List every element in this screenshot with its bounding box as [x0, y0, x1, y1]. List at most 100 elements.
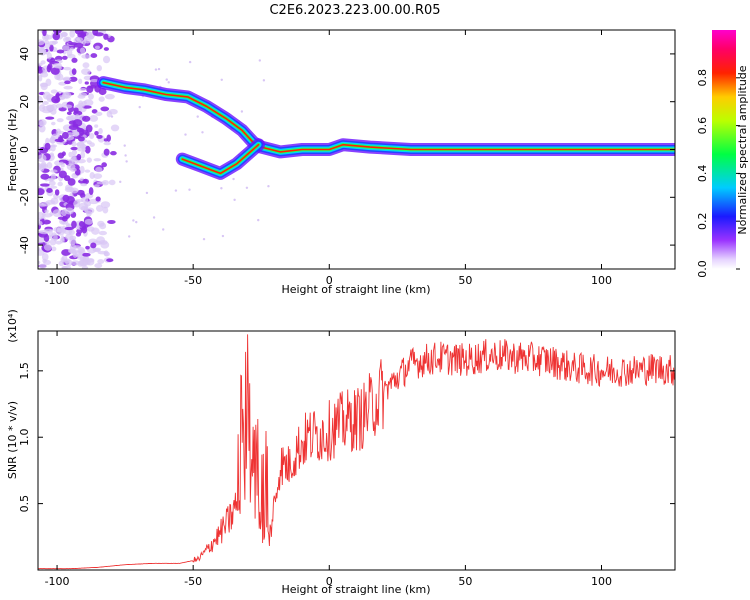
heatmap-noise-blob — [64, 186, 75, 193]
heatmap-noise-blob — [92, 30, 99, 36]
figure-title: C2E6.2023.223.00.00.R05 — [269, 3, 440, 18]
heatmap-noise-dot — [201, 131, 204, 134]
heatmap-noise-blob — [61, 265, 72, 269]
heatmap-noise-blob — [98, 230, 107, 236]
heatmap-noise-dot — [174, 189, 178, 192]
heatmap-noise-blob — [76, 146, 87, 152]
heatmap-noise-blob — [43, 243, 53, 251]
heatmap-noise-dot — [145, 191, 149, 195]
heatmap-noise-blob — [98, 87, 107, 96]
heatmap-noise-blob — [88, 187, 94, 196]
heatmap-noise-blob — [108, 179, 116, 186]
heatmap-noise-blob — [50, 89, 58, 94]
heatmap-noise-blob — [103, 47, 109, 51]
heatmap-noise-blob — [89, 171, 95, 180]
y-tick-label: 40 — [18, 47, 31, 61]
heatmap-noise-blob — [106, 110, 113, 118]
heatmap-noise-blob — [84, 169, 91, 173]
heatmap-noise-blob — [62, 104, 73, 109]
heatmap-noise-blob — [98, 96, 105, 102]
heatmap-noise-blob — [44, 142, 51, 151]
heatmap-noise-blob — [62, 77, 72, 81]
x-tick-label: -100 — [45, 274, 70, 287]
y-tick-label: 20 — [18, 95, 31, 109]
heatmap-noise-blob — [38, 154, 47, 163]
heatmap-noise-blob — [80, 151, 86, 159]
heatmap-noise-blob — [103, 141, 111, 146]
heatmap-noise-blob — [100, 241, 110, 249]
heatmap-noise-blob — [42, 101, 49, 105]
heatmap-noise-blob — [91, 227, 100, 235]
heatmap-noise-blob — [88, 93, 94, 100]
bottom-x-axis-label: Height of straight line (km) — [281, 583, 430, 596]
heatmap-noise-blob — [89, 115, 99, 122]
heatmap-noise-blob — [78, 78, 83, 85]
heatmap-noise-blob — [101, 180, 109, 186]
heatmap-noise-blob — [43, 34, 53, 40]
heatmap-noise-blob — [91, 109, 98, 114]
heatmap-noise-blob — [79, 47, 86, 54]
heatmap-noise-blob — [63, 37, 70, 43]
colorbar-gradient — [712, 30, 736, 269]
heatmap-noise-blob — [45, 116, 55, 120]
heatmap-noise-blob — [58, 136, 64, 142]
heatmap-noise-dot — [196, 115, 199, 118]
heatmap-noise-blob — [84, 218, 93, 225]
heatmap-noise-blob — [90, 79, 99, 83]
heatmap-noise-blob — [81, 225, 88, 234]
heatmap-noise-dot — [132, 219, 135, 222]
heatmap-noise-blob — [94, 130, 99, 136]
heatmap-noise-blob — [80, 183, 88, 187]
heatmap-noise-blob — [93, 158, 102, 162]
heatmap-noise-blob — [40, 164, 47, 169]
heatmap-noise-dot — [123, 144, 126, 147]
heatmap-noise-blob — [52, 32, 61, 41]
heatmap-noise-blob — [71, 68, 77, 75]
heatmap-noise-blob — [84, 81, 89, 85]
spectral-ridge-upper — [98, 78, 675, 157]
heatmap-noise-dot — [119, 180, 122, 184]
heatmap-noise-blob — [86, 258, 95, 263]
heatmap-noise-blob — [82, 62, 90, 69]
colorbar-tick-label: 0.8 — [696, 69, 709, 87]
x-tick-label: 0 — [326, 575, 333, 588]
heatmap-noise-blob — [51, 95, 61, 104]
heatmap-noise-blob — [50, 108, 57, 115]
heatmap-noise-blob — [49, 185, 58, 189]
bottom-y-multiplier: (x10⁴) — [6, 309, 19, 343]
heatmap-noise-blob — [110, 124, 120, 132]
heatmap-noise-blob — [51, 121, 56, 126]
heatmap-noise-blob — [41, 201, 51, 207]
heatmap-noise-blob — [73, 110, 83, 116]
heatmap-noise-blob — [52, 209, 62, 217]
heatmap-noise-blob — [95, 196, 101, 202]
heatmap-noise-blob — [46, 162, 53, 169]
heatmap-noise-blob — [79, 165, 85, 174]
heatmap-noise-dot — [257, 218, 260, 222]
heatmap-noise-blob — [95, 166, 103, 173]
heatmap-noise-blob — [78, 259, 89, 267]
heatmap-noise-blob — [40, 82, 48, 91]
snr-series-line — [38, 334, 675, 570]
heatmap-noise-blob — [107, 219, 116, 224]
heatmap-noise-blob — [50, 67, 60, 75]
heatmap-noise-blob — [69, 30, 76, 38]
heatmap-noise-blob — [86, 31, 92, 39]
heatmap-noise-blob — [43, 234, 50, 242]
heatmap-noise-blob — [83, 99, 94, 107]
heatmap-noise-blob — [40, 72, 49, 78]
heatmap-noise-blob — [41, 253, 49, 261]
heatmap-noise-blob — [103, 33, 109, 40]
heatmap-noise-blob — [89, 132, 95, 139]
heatmap-noise-dot — [110, 115, 114, 118]
heatmap-noise-blob — [38, 162, 42, 171]
heatmap-noise-dot — [184, 133, 187, 136]
heatmap-noise-dot — [262, 79, 266, 82]
heatmap-noise-blob — [64, 80, 71, 85]
heatmap-noise-blob — [40, 183, 50, 187]
heatmap-noise-blob — [38, 263, 47, 269]
heatmap-noise-blob — [63, 66, 72, 71]
heatmap-noise-blob — [100, 106, 110, 112]
heatmap-noise-blob — [38, 39, 45, 46]
